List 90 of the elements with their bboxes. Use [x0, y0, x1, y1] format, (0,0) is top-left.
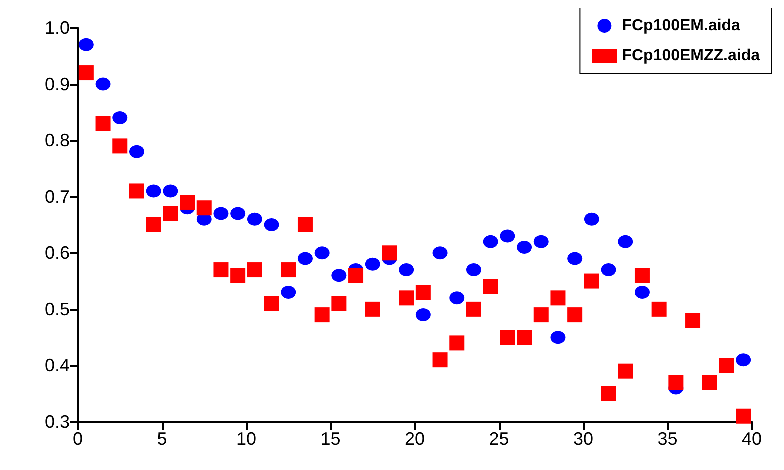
y-tick-label: 0.3 [44, 412, 70, 432]
point [719, 358, 734, 374]
point [96, 78, 111, 91]
x-tick-label: 25 [489, 429, 510, 449]
x-tick-label: 5 [157, 429, 168, 449]
point [416, 285, 431, 300]
point [450, 292, 465, 305]
point [146, 218, 162, 232]
x-tick-label: 20 [404, 429, 426, 449]
legend-label: FCp100EMZZ.aida [622, 48, 760, 64]
point [534, 308, 549, 323]
point [736, 354, 752, 367]
y-tick-label: 0.4 [44, 356, 70, 376]
x-tick-label: 40 [742, 429, 762, 449]
point [298, 252, 313, 266]
point [568, 252, 583, 266]
point [601, 264, 616, 277]
y-tick-label: 0.7 [44, 186, 70, 207]
point [78, 66, 94, 81]
point [568, 308, 583, 323]
point [196, 200, 212, 216]
x-tick-label: 30 [573, 429, 594, 449]
point [634, 286, 650, 300]
y-tick-label: 0.8 [44, 130, 70, 151]
point [584, 212, 600, 226]
y-tick-label: 0.5 [44, 299, 70, 320]
point [365, 302, 380, 317]
point [365, 258, 380, 271]
point [180, 194, 196, 210]
x-tick-label: 35 [658, 429, 678, 449]
y-tick-label: 0.6 [44, 243, 70, 264]
x-tick-label: 15 [320, 429, 341, 449]
point [214, 207, 229, 220]
point [298, 218, 313, 232]
x-tick-label: 10 [236, 429, 257, 449]
point [281, 286, 296, 300]
y-tick-label: 0.9 [44, 74, 70, 94]
point [416, 308, 431, 322]
point [550, 290, 566, 306]
point [247, 262, 262, 278]
point [112, 138, 128, 154]
point [686, 313, 701, 328]
x-tick-label: 0 [72, 429, 84, 449]
point [247, 212, 262, 226]
point [483, 235, 498, 248]
point [146, 184, 162, 198]
point [214, 262, 229, 278]
point [264, 296, 280, 312]
point [517, 241, 532, 254]
point [314, 308, 330, 323]
point [500, 230, 516, 243]
point [736, 408, 752, 424]
point [163, 206, 178, 222]
point [550, 331, 566, 344]
point [332, 296, 347, 312]
point [382, 246, 398, 261]
point [534, 235, 549, 248]
point [230, 207, 246, 220]
point [483, 279, 498, 294]
point [618, 235, 634, 248]
point [702, 375, 718, 390]
point [517, 330, 532, 346]
point [584, 274, 600, 289]
point [634, 268, 650, 284]
point [332, 269, 347, 282]
point [399, 264, 414, 277]
y-tick-label: 1.0 [44, 18, 70, 38]
point [500, 330, 516, 346]
point [230, 268, 246, 284]
point [450, 336, 465, 351]
point [78, 38, 94, 52]
point [281, 262, 296, 278]
point [129, 145, 144, 158]
point [129, 184, 144, 199]
point [601, 386, 616, 402]
point [348, 268, 364, 284]
point [432, 352, 448, 368]
point [264, 218, 280, 232]
point [652, 302, 667, 317]
point [466, 264, 482, 277]
point [96, 116, 111, 132]
point [466, 302, 482, 317]
point [432, 246, 448, 260]
point [618, 364, 634, 379]
point [163, 184, 178, 198]
legend-label: FCp100EM.aida [622, 18, 741, 34]
point [314, 246, 330, 260]
point [112, 112, 128, 125]
point [399, 290, 414, 306]
point [668, 375, 684, 390]
